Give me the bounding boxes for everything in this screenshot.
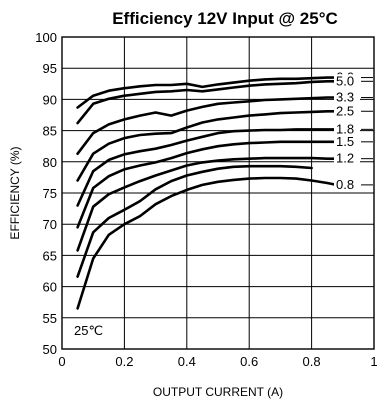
series-label: 1.8 — [336, 121, 354, 136]
series-line-0 — [76, 76, 338, 109]
series-label-bg — [334, 151, 360, 166]
series-label-bg — [334, 177, 360, 192]
y-tick-label: 75 — [43, 186, 57, 201]
series-label: 1.5 — [336, 134, 354, 149]
y-tick-label: 80 — [43, 155, 57, 170]
series-line-3 — [76, 110, 338, 182]
y-axis-label: EFFICIENCY (%) — [8, 146, 22, 239]
series-line-5 — [76, 140, 338, 229]
plot-frame — [61, 36, 375, 350]
series-label-bg — [334, 90, 360, 105]
series-line-1 — [76, 80, 338, 125]
y-tick-label: 60 — [43, 280, 57, 295]
x-axis-label: OUTPUT CURRENT (A) — [153, 385, 283, 399]
series-label-bg — [334, 74, 360, 89]
tick-labels: 50 55 60 65 70 75 80 85 90 95 100 0 0.2 0.4 0.6 0.8 1 — [35, 30, 377, 369]
series-label: 1.2 — [336, 151, 354, 166]
y-tick-label: 100 — [35, 30, 57, 45]
y-tick-label: 70 — [43, 217, 57, 232]
x-tick-label: 0.6 — [240, 354, 258, 369]
y-tick-label: 65 — [43, 248, 57, 263]
y-tick-label: 50 — [43, 342, 57, 357]
y-tick-label: 95 — [43, 61, 57, 76]
x-tick-label: 0.4 — [178, 354, 196, 369]
curves — [76, 76, 338, 310]
series-line-6 — [76, 156, 338, 252]
y-tick-label: 85 — [43, 124, 57, 139]
x-tick-label: 0 — [58, 354, 65, 369]
series-line-8 — [76, 164, 313, 278]
series-label: 5.0 — [336, 73, 354, 88]
x-tick-label: 0.2 — [115, 354, 133, 369]
y-tick-label: 90 — [43, 92, 57, 107]
series-labels: 6.05.03.32.51.81.51.20.8 — [334, 70, 373, 192]
series-label-bg — [334, 134, 360, 149]
series-label: 0.8 — [336, 177, 354, 192]
series-label-bg — [334, 122, 360, 137]
series-line-4 — [76, 128, 338, 207]
series-line-7 — [76, 176, 338, 310]
chart-title: Efficiency 12V Input @ 25°C — [112, 9, 338, 28]
temperature-annotation: 25℃ — [74, 323, 103, 338]
x-tick-label: 1 — [370, 354, 377, 369]
series-label: 2.5 — [336, 103, 354, 118]
series-label-bg — [334, 104, 360, 119]
series-line-2 — [76, 96, 338, 155]
y-tick-label: 55 — [43, 311, 57, 326]
series-label: 3.3 — [336, 90, 354, 105]
x-tick-label: 0.8 — [303, 354, 321, 369]
